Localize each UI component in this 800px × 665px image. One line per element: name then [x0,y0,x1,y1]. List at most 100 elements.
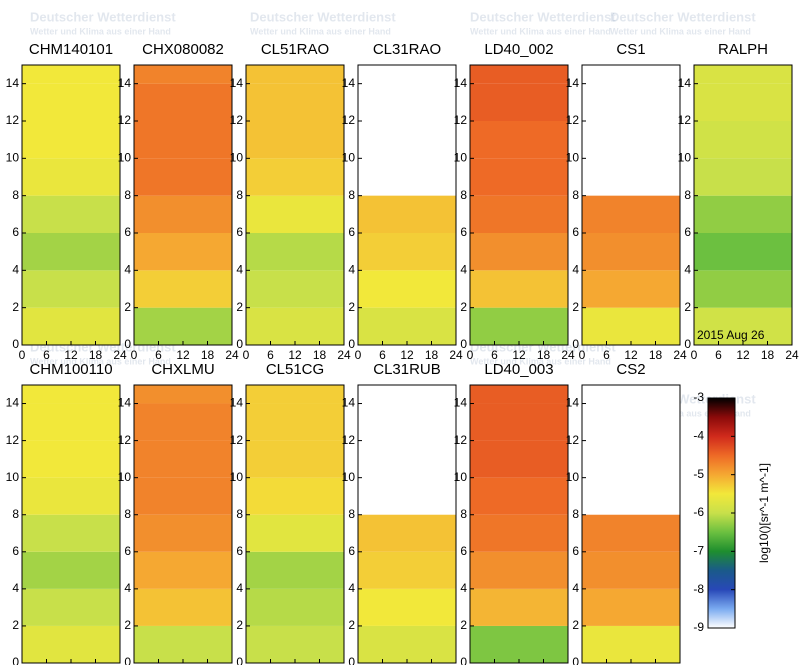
y-tick-label: 10 [6,470,20,484]
heat-cell [134,588,232,626]
heat-cell [22,403,120,441]
y-tick-label: 10 [566,470,580,484]
x-tick-label: 12 [288,348,302,362]
y-tick-label: 8 [124,507,131,521]
colorbar [707,397,736,629]
y-tick-label: 8 [460,188,467,202]
x-tick-label: 0 [355,348,362,362]
x-tick-label: 18 [649,348,663,362]
x-tick-label: 12 [512,348,526,362]
heat-cell [22,551,120,589]
x-tick-label: 24 [113,348,127,362]
panel-title: CHX080082 [142,41,224,58]
y-tick-label: 4 [236,581,243,595]
heat-cell [694,121,792,159]
heat-cell [470,440,568,478]
watermark-title: Deutscher Wetterdienst [250,9,396,24]
heat-cell [134,65,232,84]
y-tick-label: 12 [230,433,244,447]
heat-cell [470,514,568,552]
y-tick-label: 6 [348,544,355,558]
heat-cell [470,195,568,233]
panel-title: CS1 [616,41,645,58]
heat-cell [22,65,120,84]
colorbar-tick-label: -5 [693,467,704,481]
y-tick-label: 14 [342,396,356,410]
y-tick-label: 14 [118,396,132,410]
y-tick-label: 2 [348,618,355,632]
x-tick-label: 24 [449,348,463,362]
heat-cell [470,270,568,308]
y-tick-label: 12 [566,113,580,127]
y-tick-label: 14 [454,396,468,410]
y-tick-label: 8 [348,188,355,202]
y-tick-label: 0 [236,655,243,665]
y-tick-label: 6 [572,225,579,239]
heat-cell [246,233,344,271]
heat-cell [22,514,120,552]
watermark-subtitle: Wetter und Klima aus einer Hand [30,356,171,366]
x-tick-label: 12 [400,348,414,362]
heat-cell [694,65,792,84]
y-tick-label: 14 [230,76,244,90]
panel-title: CL51RAO [261,41,329,58]
y-tick-label: 6 [124,544,131,558]
y-tick-label: 10 [6,151,20,165]
heat-cell [582,307,680,345]
y-tick-label: 12 [342,433,356,447]
y-tick-label: 12 [454,433,468,447]
heat-cell [694,195,792,233]
heat-cell [22,440,120,478]
heat-cell [246,514,344,552]
y-tick-label: 2 [12,300,19,314]
panel-title: CS2 [616,361,645,378]
y-tick-label: 0 [124,337,131,351]
heat-cell [134,158,232,196]
y-tick-label: 12 [118,433,132,447]
y-tick-label: 6 [236,544,243,558]
y-tick-label: 4 [572,581,579,595]
y-tick-label: 4 [572,263,579,277]
panel-title: LD40_003 [484,361,553,378]
heat-cell [694,270,792,308]
y-tick-label: 10 [678,151,692,165]
panel-title: CL31RAO [373,41,441,58]
x-tick-label: 18 [313,348,327,362]
x-tick-label: 18 [89,348,103,362]
y-tick-label: 0 [572,655,579,665]
y-tick-label: 2 [124,300,131,314]
y-tick-label: 12 [118,113,132,127]
y-tick-label: 12 [342,113,356,127]
panel-title: CHM100110 [29,361,112,378]
heat-cell [582,625,680,663]
y-tick-label: 4 [12,263,19,277]
x-tick-label: 12 [64,348,78,362]
y-tick-label: 12 [566,433,580,447]
heat-cell [246,121,344,159]
heat-cell [470,403,568,441]
heat-cell [358,625,456,663]
y-tick-label: 8 [460,507,467,521]
heat-cell [470,477,568,515]
x-tick-label: 12 [736,348,750,362]
y-tick-label: 10 [454,151,468,165]
y-tick-label: 2 [12,618,19,632]
y-tick-label: 6 [236,225,243,239]
heat-cell [470,588,568,626]
heat-cell [134,385,232,404]
heat-cell [470,385,568,404]
heat-cell [246,403,344,441]
heat-cell [470,158,568,196]
y-tick-label: 6 [348,225,355,239]
y-tick-label: 0 [460,655,467,665]
heat-cell [694,233,792,271]
x-tick-label: 18 [537,348,551,362]
y-tick-label: 2 [460,300,467,314]
x-tick-label: 6 [155,348,162,362]
heat-cell [134,403,232,441]
x-tick-label: 12 [624,348,638,362]
y-tick-label: 0 [460,337,467,351]
heat-cell [358,270,456,308]
y-tick-label: 8 [572,507,579,521]
heat-cell [246,307,344,345]
